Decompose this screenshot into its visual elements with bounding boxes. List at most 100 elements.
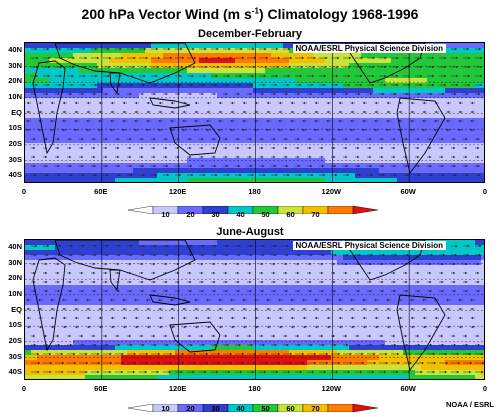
wind-speed-cell bbox=[463, 153, 470, 159]
wind-speed-cell bbox=[205, 78, 212, 84]
wind-speed-cell bbox=[265, 320, 272, 326]
wind-speed-cell bbox=[247, 118, 254, 124]
wind-speed-cell bbox=[43, 275, 50, 281]
wind-speed-cell bbox=[259, 178, 266, 183]
wind-speed-cell bbox=[283, 305, 290, 311]
wind-speed-cell bbox=[409, 68, 416, 74]
wind-speed-cell bbox=[331, 58, 338, 64]
wind-speed-cell bbox=[109, 103, 116, 109]
wind-speed-cell bbox=[235, 108, 242, 114]
wind-speed-cell bbox=[163, 178, 170, 183]
wind-speed-cell bbox=[391, 330, 398, 336]
wind-speed-cell bbox=[469, 330, 476, 336]
wind-speed-cell bbox=[403, 168, 410, 174]
wind-speed-cell bbox=[331, 265, 338, 271]
wind-speed-cell bbox=[439, 148, 446, 154]
wind-speed-cell bbox=[289, 58, 296, 64]
wind-speed-cell bbox=[343, 168, 350, 174]
wind-speed-cell bbox=[451, 305, 458, 311]
wind-speed-cell bbox=[355, 285, 362, 291]
wind-speed-cell bbox=[463, 158, 470, 164]
wind-speed-cell bbox=[85, 123, 92, 129]
wind-speed-cell bbox=[157, 153, 164, 159]
wind-speed-cell bbox=[163, 53, 170, 59]
wind-speed-cell bbox=[403, 315, 410, 321]
wind-speed-cell bbox=[163, 330, 170, 336]
wind-speed-cell bbox=[181, 53, 188, 59]
wind-speed-cell bbox=[235, 325, 242, 331]
wind-speed-cell bbox=[409, 260, 416, 266]
wind-speed-cell bbox=[337, 138, 344, 144]
wind-speed-cell bbox=[49, 265, 56, 271]
wind-speed-cell bbox=[139, 173, 146, 179]
wind-speed-cell bbox=[409, 178, 416, 183]
wind-speed-cell bbox=[247, 330, 254, 336]
wind-speed-cell bbox=[253, 158, 260, 164]
wind-speed-cell bbox=[391, 275, 398, 281]
wind-speed-cell bbox=[127, 88, 134, 94]
wind-speed-cell bbox=[241, 153, 248, 159]
wind-speed-cell bbox=[403, 113, 410, 119]
wind-speed-cell bbox=[73, 265, 80, 271]
wind-speed-cell bbox=[427, 113, 434, 119]
wind-speed-cell bbox=[295, 325, 302, 331]
wind-speed-cell bbox=[31, 128, 38, 134]
wind-speed-cell bbox=[319, 265, 326, 271]
wind-speed-cell bbox=[43, 240, 50, 246]
wind-speed-cell bbox=[331, 260, 338, 266]
wind-speed-cell bbox=[355, 98, 362, 104]
wind-speed-cell bbox=[349, 260, 356, 266]
wind-speed-cell bbox=[295, 255, 302, 261]
wind-speed-cell bbox=[205, 270, 212, 276]
wind-speed-cell bbox=[43, 128, 50, 134]
wind-speed-cell bbox=[61, 48, 68, 54]
wind-speed-cell bbox=[91, 148, 98, 154]
wind-speed-cell bbox=[193, 53, 200, 59]
wind-speed-cell bbox=[157, 148, 164, 154]
wind-speed-cell bbox=[49, 240, 56, 246]
wind-speed-cell bbox=[133, 260, 140, 266]
wind-speed-cell bbox=[415, 78, 422, 84]
wind-speed-cell bbox=[343, 153, 350, 159]
wind-speed-cell bbox=[157, 245, 164, 251]
wind-speed-cell bbox=[451, 275, 458, 281]
wind-speed-cell bbox=[289, 325, 296, 331]
wind-speed-cell bbox=[103, 168, 110, 174]
wind-speed-cell bbox=[79, 148, 86, 154]
wind-speed-cell bbox=[91, 118, 98, 124]
wind-speed-cell bbox=[205, 325, 212, 331]
wind-speed-cell bbox=[463, 280, 470, 286]
wind-speed-cell bbox=[271, 58, 278, 64]
wind-speed-cell bbox=[97, 285, 104, 291]
wind-speed-cell bbox=[289, 73, 296, 79]
wind-speed-cell bbox=[139, 148, 146, 154]
wind-speed-cell bbox=[415, 320, 422, 326]
wind-speed-cell bbox=[415, 98, 422, 104]
figure-title: 200 hPa Vector Wind (m s-1) Climatology … bbox=[0, 6, 500, 22]
wind-speed-cell bbox=[385, 143, 392, 149]
wind-speed-cell bbox=[127, 305, 134, 311]
wind-speed-cell bbox=[253, 265, 260, 271]
wind-speed-cell bbox=[109, 133, 116, 139]
wind-speed-cell bbox=[289, 158, 296, 164]
wind-speed-cell bbox=[367, 68, 374, 74]
wind-speed-cell bbox=[181, 143, 188, 149]
wind-speed-cell bbox=[301, 280, 308, 286]
wind-speed-cell bbox=[307, 83, 314, 89]
wind-speed-cell bbox=[139, 280, 146, 286]
wind-speed-cell bbox=[331, 83, 338, 89]
wind-speed-cell bbox=[25, 43, 32, 49]
wind-speed-cell bbox=[415, 295, 422, 301]
wind-speed-cell bbox=[157, 255, 164, 261]
wind-speed-cell bbox=[67, 153, 74, 159]
wind-speed-cell bbox=[367, 300, 374, 306]
wind-speed-cell bbox=[181, 340, 188, 346]
wind-speed-cell bbox=[277, 128, 284, 134]
wind-speed-cell bbox=[229, 113, 236, 119]
wind-speed-cell bbox=[451, 98, 458, 104]
wind-speed-cell bbox=[85, 143, 92, 149]
wind-speed-cell bbox=[193, 68, 200, 74]
wind-speed-cell bbox=[301, 153, 308, 159]
wind-speed-cell bbox=[313, 280, 320, 286]
wind-speed-cell bbox=[349, 143, 356, 149]
